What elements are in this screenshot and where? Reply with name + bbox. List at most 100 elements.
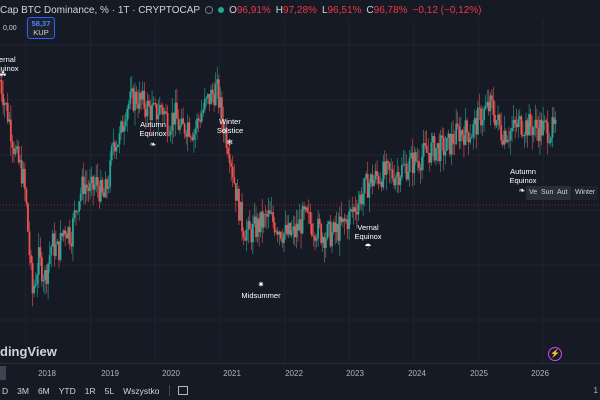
candle-body	[359, 194, 361, 204]
candle-body	[197, 118, 200, 121]
candle-body	[368, 183, 371, 198]
buy-button[interactable]: 58,37 KUP	[27, 17, 55, 39]
annotation-vernal-equinox-2023[interactable]: Vernal Equinox	[354, 223, 381, 241]
candle-body	[44, 270, 46, 281]
price-chart[interactable]: ☘ ❧ ❄ ✷ ☂ ❧	[0, 0, 600, 363]
candle-body	[22, 168, 25, 184]
candle-body	[383, 161, 386, 176]
range-1d-button[interactable]: D	[2, 385, 9, 396]
candle-body	[455, 123, 458, 144]
candle-body	[436, 143, 439, 149]
candle-body	[264, 214, 267, 215]
candle-body	[418, 161, 420, 168]
annotation-winter-solstice-2020[interactable]: Winter Solstice	[217, 117, 243, 135]
x-tick-2021: 2021	[223, 369, 241, 378]
candle-body	[543, 120, 546, 122]
candle-body	[345, 219, 347, 222]
season-tag-winter[interactable]: Winter	[572, 186, 599, 200]
candle-body	[453, 143, 456, 145]
candle-body	[309, 212, 312, 224]
time-readout[interactable]: 1	[593, 386, 598, 395]
annotation-autumn-equinox-2025[interactable]: Autumn Equinox	[509, 167, 536, 185]
candle-body	[242, 231, 245, 238]
candle-body	[494, 114, 496, 126]
candle-body	[355, 211, 358, 215]
candle-body	[376, 170, 378, 177]
candle-body	[407, 171, 409, 180]
candle-body	[148, 100, 150, 106]
candle-body	[117, 144, 119, 147]
candle-body	[68, 227, 71, 244]
candle-body	[363, 177, 366, 194]
candle-body	[449, 133, 451, 155]
candle-body	[169, 130, 172, 136]
ohlc-change: −0,12 (−0,12%)	[412, 4, 482, 16]
symbol-header[interactable]: Cap BTC Dominance, % · 1T · CRYPTOCAP O9…	[0, 3, 482, 17]
x-tick-2026: 2026	[531, 369, 549, 378]
candle-body	[292, 226, 295, 231]
candle-body	[255, 216, 257, 237]
candle-body	[96, 177, 99, 187]
x-tick-2025: 2025	[470, 369, 488, 378]
candle-body	[248, 221, 251, 230]
symbol-title[interactable]: Cap BTC Dominance, % · 1T · CRYPTOCAP	[0, 4, 201, 16]
candle-body	[293, 226, 296, 238]
candle-body	[554, 119, 557, 125]
time-axis[interactable]: 2018 2019 2020 2021 2022 2023 2024 2025 …	[0, 363, 600, 382]
candle-body	[321, 236, 324, 243]
annotation-midsummer-2021[interactable]: Midsummer	[241, 291, 280, 301]
candle-body	[535, 119, 538, 129]
range-1y-button[interactable]: 1R	[84, 385, 96, 396]
buy-price: 58,37	[31, 19, 51, 28]
candle-body	[123, 126, 126, 132]
candle-body	[253, 216, 256, 224]
candle-body	[67, 227, 70, 239]
candle-body	[138, 92, 141, 109]
candle-body	[199, 120, 202, 122]
candle-body	[419, 167, 422, 171]
candle-body	[549, 137, 552, 143]
candle-body	[72, 218, 74, 247]
candle-body	[59, 233, 62, 260]
candle-body	[546, 122, 549, 143]
candle-body	[338, 216, 341, 241]
candle-body	[95, 177, 98, 185]
candle-body	[33, 286, 36, 294]
season-tag-summer[interactable]: Sun	[538, 186, 557, 200]
range-5y-button[interactable]: 5L	[104, 385, 115, 396]
season-tag-autumn[interactable]: Aut	[554, 186, 571, 200]
range-6m-button[interactable]: 6M	[37, 385, 50, 396]
candle-body	[394, 177, 397, 186]
candle-body	[37, 247, 40, 275]
candle-body	[233, 177, 236, 184]
candle-body	[281, 238, 284, 243]
candle-body	[444, 150, 447, 156]
market-status-icon	[205, 6, 214, 14]
range-ytd-button[interactable]: YTD	[58, 385, 76, 396]
candle-body	[497, 114, 499, 120]
candle-body	[89, 182, 91, 192]
candle-body	[23, 168, 26, 190]
chart-area[interactable]: ☘ ❧ ❄ ✷ ☂ ❧ Cap BTC Dominance, % · 1T · CRYPT…	[0, 0, 600, 363]
rocket-icon[interactable]: ⚡	[548, 347, 562, 361]
candles	[0, 66, 557, 307]
candle-body	[275, 231, 278, 233]
candle-body	[334, 222, 337, 233]
candle-body	[39, 247, 42, 258]
season-tag-vernal[interactable]: Ve	[526, 186, 541, 200]
annotation-vernal-equinox-2018[interactable]: Vernal Equinox	[0, 55, 19, 73]
range-all-button[interactable]: Wszystko	[123, 385, 160, 396]
candle-body	[286, 225, 288, 235]
calendar-icon[interactable]	[178, 386, 189, 395]
range-3m-button[interactable]: 3M	[17, 385, 29, 396]
x-tick-2023: 2023	[346, 369, 364, 378]
candle-body	[551, 117, 554, 138]
candle-body	[16, 146, 18, 150]
candle-body	[48, 255, 51, 264]
candle-body	[408, 157, 411, 172]
candle-body	[411, 152, 414, 174]
annotation-autumn-equinox-2019[interactable]: Autumn Equinox	[139, 120, 166, 138]
candle-body	[42, 280, 45, 282]
candle-body	[402, 164, 405, 166]
